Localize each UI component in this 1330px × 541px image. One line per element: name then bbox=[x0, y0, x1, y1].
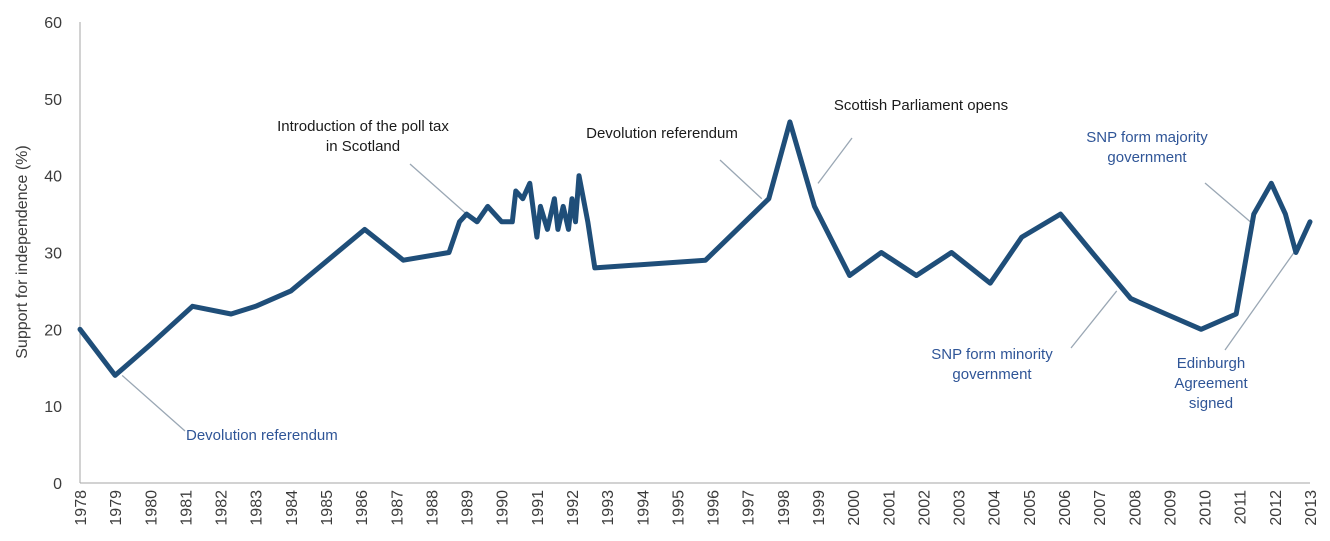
y-tick-label: 50 bbox=[44, 92, 62, 109]
x-tick-label: 1981 bbox=[178, 490, 195, 526]
x-tick-label: 2012 bbox=[1268, 490, 1285, 526]
x-tick-labels: 1978 1979 1980 1981 1982 1983 1984 1985 1986 1987… bbox=[73, 490, 1320, 526]
x-tick-label: 1985 bbox=[319, 490, 336, 526]
x-tick-label: 1982 bbox=[214, 490, 231, 526]
annotation-label-line: SNP form majority bbox=[1086, 129, 1208, 146]
annotation-leader-line bbox=[121, 374, 186, 432]
x-tick-label: 2009 bbox=[1162, 490, 1179, 526]
x-tick-label: 1993 bbox=[600, 490, 617, 526]
x-tick-label: 2006 bbox=[1057, 490, 1074, 526]
y-axis-label: Support for independence (%) bbox=[14, 145, 31, 358]
y-tick-label: 10 bbox=[44, 399, 62, 416]
x-tick-label: 1996 bbox=[706, 490, 723, 526]
annotation-leader-line bbox=[1224, 244, 1300, 351]
x-tick-label: 2008 bbox=[1127, 490, 1144, 526]
annotation-label-line: SNP form minority bbox=[931, 346, 1053, 363]
annotation-label: Introduction of the poll tax in Scotland bbox=[277, 118, 449, 155]
y-tick-label: 60 bbox=[44, 15, 62, 32]
annotation-label-line: government bbox=[952, 366, 1032, 383]
x-tick-label: 1990 bbox=[495, 490, 512, 526]
x-tick-label: 1995 bbox=[670, 490, 687, 526]
y-tick-labels: 0 10 20 30 40 50 60 bbox=[44, 15, 62, 493]
x-tick-label: 2001 bbox=[881, 490, 898, 526]
x-tick-label: 1994 bbox=[635, 490, 652, 526]
annotation-label-line: Devolution referendum bbox=[586, 125, 738, 142]
annotation-label-line: Scottish Parliament opens bbox=[834, 97, 1008, 114]
x-tick-label: 2011 bbox=[1233, 490, 1250, 525]
y-tick-label: 0 bbox=[53, 476, 62, 493]
annotation-label-line: government bbox=[1107, 149, 1187, 166]
y-tick-label: 40 bbox=[44, 169, 62, 186]
annotation-label-line: Agreement bbox=[1174, 375, 1248, 392]
annotation-label: SNP form minority government bbox=[931, 346, 1053, 383]
annotation-leader-line bbox=[1204, 182, 1251, 223]
x-tick-label: 2002 bbox=[916, 490, 933, 526]
x-tick-label: 1983 bbox=[249, 490, 266, 526]
annotation-label: Scottish Parliament opens bbox=[834, 97, 1008, 114]
annotation-leader-line bbox=[719, 159, 763, 200]
annotation-label: Devolution referendum bbox=[586, 125, 738, 142]
annotation-label: Edinburgh Agreement signed bbox=[1174, 355, 1248, 412]
annotation-label-line: signed bbox=[1189, 395, 1233, 412]
y-tick-label: 20 bbox=[44, 322, 62, 339]
x-tick-label: 1989 bbox=[460, 490, 477, 526]
x-tick-label: 2003 bbox=[952, 490, 969, 526]
x-tick-label: 1988 bbox=[424, 490, 441, 526]
x-tick-label: 1987 bbox=[389, 490, 406, 526]
x-tick-label: 1992 bbox=[565, 490, 582, 526]
annotation-label-line: Devolution referendum bbox=[186, 427, 338, 444]
x-tick-label: 2000 bbox=[846, 490, 863, 526]
annotation-leader-line bbox=[409, 163, 468, 215]
x-tick-label: 2010 bbox=[1198, 490, 1215, 526]
x-tick-label: 1980 bbox=[143, 490, 160, 526]
x-tick-label: 1997 bbox=[741, 490, 758, 526]
x-tick-label: 1999 bbox=[811, 490, 828, 526]
annotation-leader-line bbox=[1070, 290, 1118, 349]
x-tick-label: 2013 bbox=[1303, 490, 1320, 526]
x-tick-label: 1978 bbox=[73, 490, 90, 526]
x-tick-label: 1998 bbox=[776, 490, 793, 526]
x-tick-label: 1984 bbox=[284, 490, 301, 526]
annotation-label: SNP form majority government bbox=[1086, 129, 1208, 166]
annotation-label-line: Introduction of the poll tax bbox=[277, 118, 449, 135]
x-tick-label: 1991 bbox=[530, 490, 547, 526]
x-tick-label: 2005 bbox=[1022, 490, 1039, 526]
annotation-label: Devolution referendum bbox=[186, 427, 338, 444]
x-tick-label: 1986 bbox=[354, 490, 371, 526]
x-tick-label: 1979 bbox=[108, 490, 125, 526]
annotation-leader-line bbox=[817, 137, 853, 184]
x-tick-label: 2007 bbox=[1092, 490, 1109, 526]
x-tick-label: 2004 bbox=[987, 490, 1004, 526]
annotations: Devolution referendum Introduction of the… bbox=[186, 97, 1249, 444]
annotation-leader-lines bbox=[121, 137, 1300, 432]
y-tick-label: 30 bbox=[44, 246, 62, 263]
series-line-support-for-independence bbox=[77, 119, 1313, 378]
annotation-label-line: in Scotland bbox=[326, 138, 400, 155]
annotation-label-line: Edinburgh bbox=[1177, 355, 1245, 372]
